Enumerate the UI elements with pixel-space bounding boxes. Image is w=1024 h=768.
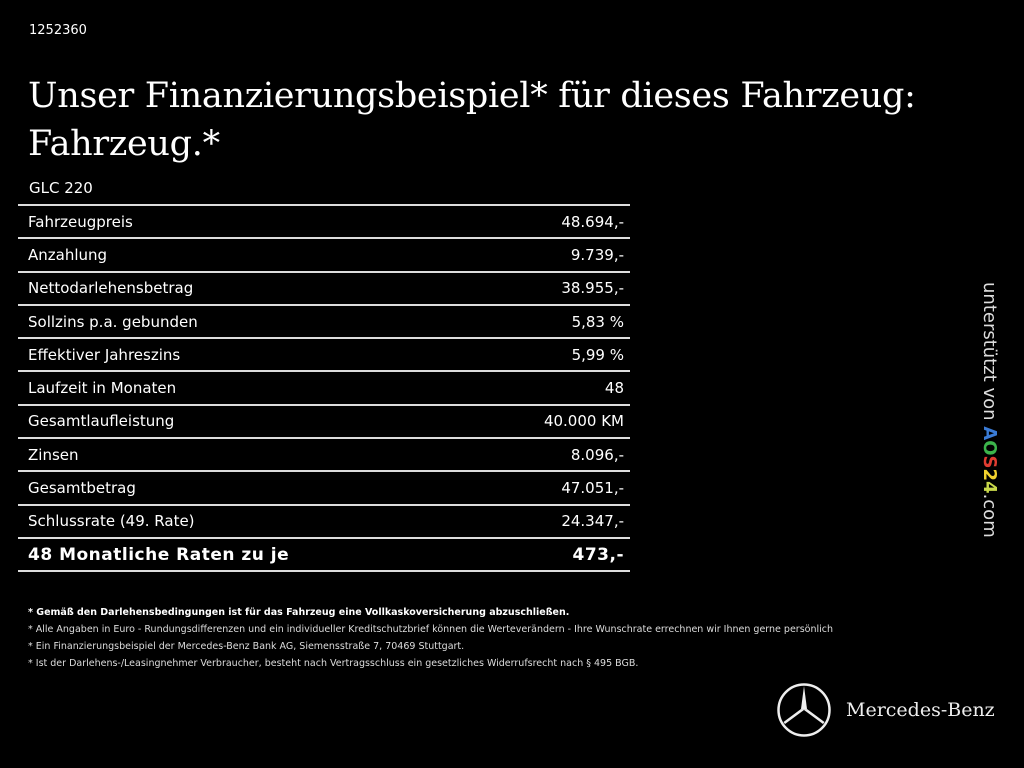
row-label: Laufzeit in Monaten <box>18 371 473 406</box>
sponsor-suffix: .com <box>979 493 1000 538</box>
row-value: 8.096,- <box>472 438 630 473</box>
mercedes-star-icon <box>777 683 831 737</box>
table-row: Laufzeit in Monaten 48 <box>18 371 630 406</box>
row-label: Sollzins p.a. gebunden <box>18 304 473 340</box>
row-value: 40.000 KM <box>472 404 630 440</box>
logo-letter: O <box>979 440 1000 456</box>
footnote: * Alle Angaben in Euro - Rundungsdiffere… <box>28 624 833 635</box>
table-row: Anzahlung 9.739,- <box>18 238 630 273</box>
row-label: Effektiver Jahreszins <box>18 338 473 373</box>
footnote: * Ist der Darlehens-/Leasingnehmer Verbr… <box>28 658 639 669</box>
row-label: Zinsen <box>18 438 473 473</box>
table-row: Gesamtbetrag 47.051,- <box>18 471 630 506</box>
logo-letter: 2 <box>979 468 1000 482</box>
row-value: 38.955,- <box>472 271 630 306</box>
table-row: Effektiver Jahreszins 5,99 % <box>18 338 630 373</box>
row-label: Nettodarlehensbetrag <box>18 271 473 306</box>
table-row: Zinsen 8.096,- <box>18 438 630 473</box>
table-row: Gesamtlaufleistung 40.000 KM <box>18 404 630 440</box>
row-label: Schlussrate (49. Rate) <box>18 504 473 539</box>
row-value: 47.051,- <box>472 471 630 506</box>
logo-letter: S <box>979 455 1000 469</box>
row-value: 48 <box>472 371 630 406</box>
row-label: Gesamtbetrag <box>18 471 473 506</box>
financing-table: Fahrzeugpreis 48.694,- Anzahlung 9.739,- Net… <box>18 204 630 573</box>
footnotes: * Gemäß den Darlehensbedingungen ist für… <box>28 604 833 672</box>
logo-letter: 4 <box>979 481 1000 494</box>
sponsor-prefix: unterstützt von <box>979 282 1000 427</box>
vehicle-id: 1252360 <box>29 23 87 38</box>
table-row: Schlussrate (49. Rate) 24.347,- <box>18 504 630 539</box>
sponsor-label: unterstützt von AOS24.com <box>979 282 1000 538</box>
aos24-logo: AOS24 <box>979 426 1000 493</box>
row-value: 24.347,- <box>472 504 630 539</box>
mercedes-benz-logo: Mercedes-Benz <box>776 682 995 738</box>
table-row: Nettodarlehensbetrag 38.955,- <box>18 271 630 306</box>
table-row: Sollzins p.a. gebunden 5,83 % <box>18 304 630 340</box>
table-row: Fahrzeugpreis 48.694,- <box>18 205 630 240</box>
row-value: 48.694,- <box>472 205 630 240</box>
total-label: 48 Monatliche Raten zu je <box>18 537 473 573</box>
row-value: 5,83 % <box>472 304 630 340</box>
row-value: 9.739,- <box>472 238 630 273</box>
total-row: 48 Monatliche Raten zu je 473,- <box>18 537 630 573</box>
footnote: * Gemäß den Darlehensbedingungen ist für… <box>28 607 570 618</box>
model-name: GLC 220 <box>29 179 93 197</box>
logo-letter: A <box>979 426 1000 441</box>
row-value: 5,99 % <box>472 338 630 373</box>
row-label: Anzahlung <box>18 238 473 273</box>
row-label: Gesamtlaufleistung <box>18 404 473 440</box>
row-label: Fahrzeugpreis <box>18 205 473 240</box>
page-title: Unser Finanzierungsbeispiel* für dieses … <box>28 76 916 164</box>
brand-name: Mercedes-Benz <box>846 699 995 721</box>
total-value: 473,- <box>472 537 630 573</box>
footnote: * Ein Finanzierungsbeispiel der Mercedes… <box>28 641 465 652</box>
